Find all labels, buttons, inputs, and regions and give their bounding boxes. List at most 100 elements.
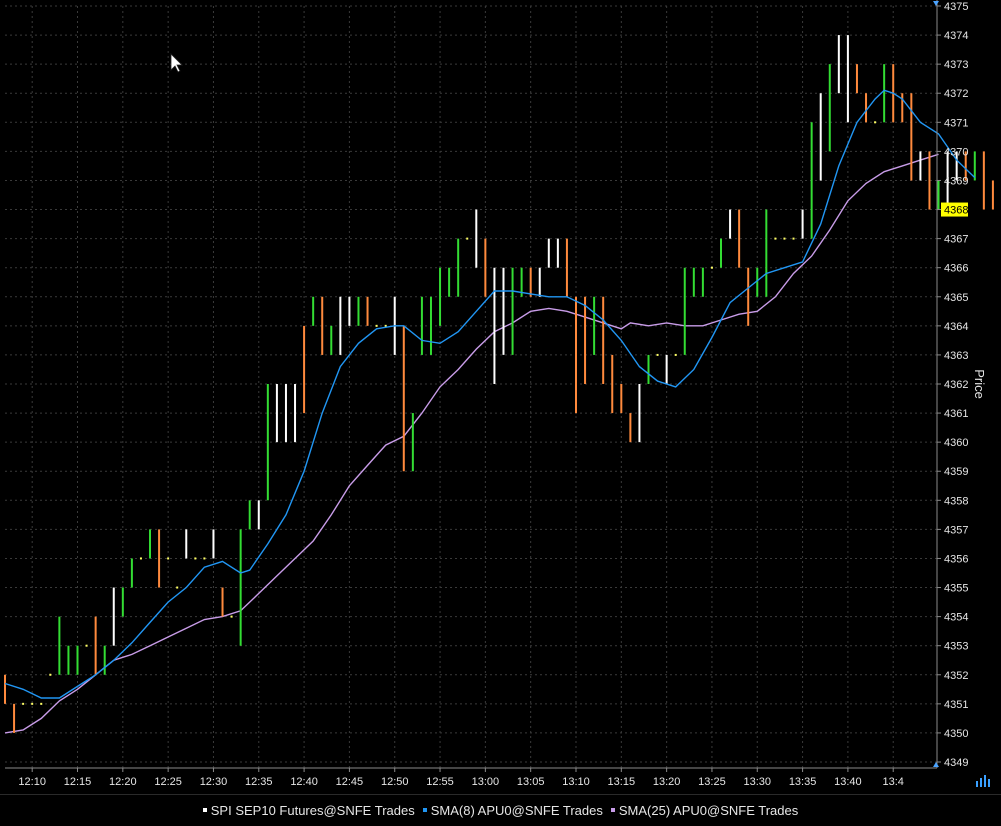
ohlc-dot xyxy=(85,644,88,647)
ohlc-dot xyxy=(674,353,677,356)
ohlc-bar xyxy=(792,237,795,240)
y-tick-label: 4371 xyxy=(944,117,968,129)
y-tick-label: 4365 xyxy=(944,292,968,304)
last-price-label: 4368 xyxy=(944,205,968,217)
sma25-line xyxy=(4,153,939,734)
ohlc-dot xyxy=(230,615,233,618)
ohlc-bar xyxy=(783,237,786,240)
y-tick-label: 4369 xyxy=(944,175,968,187)
x-tick-label: 12:50 xyxy=(381,776,409,788)
x-tick-label: 12:35 xyxy=(245,776,273,788)
ohlc-dot xyxy=(375,324,378,327)
legend-label-sma25: SMA(25) APU0@SNFE Trades xyxy=(618,802,799,818)
legend-label-sma8: SMA(8) APU0@SNFE Trades xyxy=(430,802,603,818)
legend-swatch-price xyxy=(202,808,207,812)
ohlc-bar xyxy=(139,557,142,560)
ohlc-dot xyxy=(194,557,197,560)
y-tick-label: 4355 xyxy=(944,583,968,595)
ohlc-bar xyxy=(194,557,197,560)
ohlc-dot xyxy=(203,557,206,560)
ohlc-bar xyxy=(375,324,378,327)
ohlc-bar xyxy=(31,702,34,705)
legend-item-sma25: SMA(25) APU0@SNFE Trades xyxy=(610,802,799,818)
x-tick-label: 12:55 xyxy=(426,776,454,788)
axes: 4349 4350 4351 4352 4353 4354 4355 4356 4357 4358… xyxy=(5,0,968,788)
legend-label-price: SPI SEP10 Futures@SNFE Trades xyxy=(210,802,415,818)
legend-divider xyxy=(0,794,1001,795)
ohlc-dot xyxy=(792,237,795,240)
cursor-pointer-icon xyxy=(170,53,183,73)
ohlc-bar xyxy=(40,702,43,705)
y-tick-label: 4361 xyxy=(944,408,968,420)
ohlc-dot xyxy=(874,121,877,124)
x-tick-label: 12:40 xyxy=(290,776,318,788)
ohlc-bar xyxy=(466,237,469,240)
ohlc-bar xyxy=(203,557,206,560)
ohlc-dot xyxy=(167,557,170,560)
x-tick-label: 13:35 xyxy=(789,776,817,788)
ohlc-dot xyxy=(656,353,659,356)
y-tick-label: 4357 xyxy=(944,524,968,536)
y-tick-label: 4366 xyxy=(944,263,968,275)
y-tick-label: 4373 xyxy=(944,59,968,71)
sma25-series xyxy=(4,153,939,734)
x-tick-label: 13:25 xyxy=(698,776,726,788)
x-tick-label: 13:15 xyxy=(608,776,636,788)
ohlc-bar xyxy=(384,324,387,327)
price-bars xyxy=(4,35,994,733)
chart-grid xyxy=(5,5,937,768)
ohlc-bar xyxy=(176,586,179,589)
ohlc-bar xyxy=(710,266,713,269)
x-tick-label: 13:10 xyxy=(562,776,590,788)
legend: SPI SEP10 Futures@SNFE Trades SMA(8) APU… xyxy=(0,800,1001,820)
x-tick-label: 12:45 xyxy=(336,776,364,788)
y-tick-label: 4358 xyxy=(944,495,968,507)
x-tick-label: 12:30 xyxy=(200,776,228,788)
ohlc-bar xyxy=(230,615,233,618)
ohlc-dot xyxy=(31,702,34,705)
ohlc-dot xyxy=(466,237,469,240)
ohlc-bar xyxy=(49,673,52,676)
y-tick-label: 4364 xyxy=(944,321,968,333)
legend-swatch-sma25 xyxy=(610,808,615,812)
chart-zoom-icon[interactable] xyxy=(975,772,991,788)
ohlc-dot xyxy=(774,237,777,240)
scroll-up-arrow-icon[interactable] xyxy=(932,0,940,8)
y-tick-label: 4349 xyxy=(944,757,968,769)
y-tick-label: 4359 xyxy=(944,466,968,478)
ohlc-dot xyxy=(384,324,387,327)
ohlc-dot xyxy=(22,702,25,705)
ohlc-bar xyxy=(656,353,659,356)
legend-item-sma8: SMA(8) APU0@SNFE Trades xyxy=(422,802,603,818)
x-tick-label: 13:40 xyxy=(834,776,862,788)
ohlc-bar xyxy=(167,557,170,560)
last-price-marker xyxy=(941,202,968,217)
ohlc-dot xyxy=(49,673,52,676)
y-tick-label: 4372 xyxy=(944,88,968,100)
sma8-series xyxy=(4,89,976,699)
scroll-down-arrow-icon[interactable] xyxy=(932,760,940,768)
y-tick-label: 4351 xyxy=(944,699,968,711)
y-tick-label: 4367 xyxy=(944,234,968,246)
y-tick-label: 4352 xyxy=(944,670,968,682)
price-chart[interactable]: 4349 4350 4351 4352 4353 4354 4355 4356 4357 4358… xyxy=(0,0,1001,800)
ohlc-dot xyxy=(710,266,713,269)
x-tick-label: 13:00 xyxy=(472,776,500,788)
y-tick-label: 4374 xyxy=(944,30,968,42)
ohlc-dot xyxy=(783,237,786,240)
legend-item-price: SPI SEP10 Futures@SNFE Trades xyxy=(202,802,415,818)
x-tick-label: 13:30 xyxy=(744,776,772,788)
x-tick-label: 12:20 xyxy=(109,776,137,788)
x-tick-label: 13:20 xyxy=(653,776,681,788)
ohlc-bar xyxy=(874,121,877,124)
y-tick-label: 4362 xyxy=(944,379,968,391)
ohlc-dot xyxy=(176,586,179,589)
y-tick-label: 4375 xyxy=(944,1,968,13)
x-tick-label: 13:4 xyxy=(883,776,904,788)
ohlc-bar xyxy=(85,644,88,647)
y-tick-label: 4353 xyxy=(944,641,968,653)
y-tick-label: 4356 xyxy=(944,553,968,565)
ohlc-bar xyxy=(22,702,25,705)
y-tick-label: 4363 xyxy=(944,350,968,362)
x-tick-label: 13:05 xyxy=(517,776,545,788)
